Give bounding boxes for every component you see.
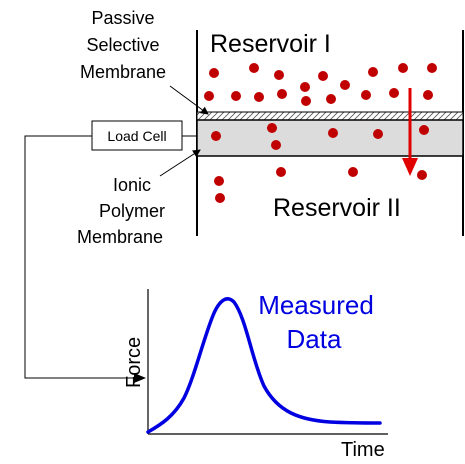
- passive-membrane-leader: [169, 85, 209, 115]
- svg-text:Ionic: Ionic: [113, 175, 151, 195]
- ion-particle: [417, 170, 427, 180]
- ion-particle: [318, 71, 328, 81]
- svg-text:Data: Data: [287, 324, 342, 354]
- ion-particle: [214, 176, 224, 186]
- svg-text:Passive: Passive: [91, 8, 154, 28]
- reservoir-2-label: Reservoir II: [273, 194, 401, 222]
- ion-particle: [211, 131, 221, 141]
- svg-text:Selective: Selective: [86, 35, 159, 55]
- ion-particle: [398, 63, 408, 73]
- ion-particle: [419, 125, 429, 135]
- ion-particle: [340, 80, 350, 90]
- ion-particle: [215, 193, 225, 203]
- ion-particle: [326, 94, 336, 104]
- ion-particle: [267, 123, 277, 133]
- force-axis-label: Force: [123, 337, 145, 388]
- ion-particle: [427, 63, 437, 73]
- ion-particle: [254, 92, 264, 102]
- ion-particles: [204, 63, 437, 203]
- ion-particle: [348, 167, 358, 177]
- svg-text:Membrane: Membrane: [80, 62, 166, 82]
- arrow-right-icon: [134, 373, 146, 383]
- ionic-membrane-label: Ionic Polymer Membrane: [77, 175, 165, 247]
- ion-particle: [271, 140, 281, 150]
- svg-text:Measured: Measured: [258, 290, 374, 320]
- signal-wire: [24, 135, 140, 379]
- passive-membrane-label: Passive Selective Membrane: [80, 8, 166, 82]
- ion-particle: [276, 167, 286, 177]
- measured-data-label: Measured Data: [258, 290, 374, 354]
- reservoir-1-label: Reservoir I: [210, 30, 331, 58]
- ion-particle: [274, 70, 284, 80]
- time-axis-label: Time: [341, 439, 385, 461]
- ion-particle: [300, 82, 310, 92]
- svg-text:Membrane: Membrane: [77, 227, 163, 247]
- ionic-membrane-leader: [159, 149, 201, 177]
- ion-particle: [373, 129, 383, 139]
- ion-particle: [277, 89, 287, 99]
- ion-particle: [423, 90, 433, 100]
- passive-selective-membrane: [196, 111, 464, 121]
- ion-particle: [249, 63, 259, 73]
- ion-particle: [204, 91, 214, 101]
- ion-particle: [301, 96, 311, 106]
- load-cell-label: Load Cell: [107, 128, 166, 144]
- arrow-down-icon: [402, 88, 418, 176]
- measured-force-curve: [146, 297, 382, 434]
- ion-particle: [209, 68, 219, 78]
- svg-text:Polymer: Polymer: [99, 201, 165, 221]
- ion-particle: [361, 90, 371, 100]
- ion-particle: [231, 91, 241, 101]
- ion-particle: [368, 67, 378, 77]
- ionic-polymer-membrane: [196, 119, 464, 157]
- ion-particle: [389, 88, 399, 98]
- ion-particle: [328, 128, 338, 138]
